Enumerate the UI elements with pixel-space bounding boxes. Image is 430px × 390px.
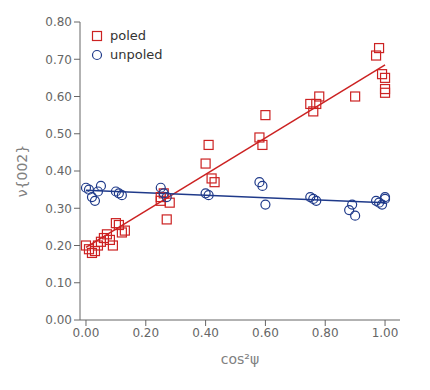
svg-text:1.00: 1.00: [372, 326, 399, 340]
html-text:poled: poled: [110, 28, 147, 43]
svg-text:0.60: 0.60: [252, 326, 279, 340]
svg-text:0.20: 0.20: [45, 239, 72, 253]
svg-text:0.00: 0.00: [73, 326, 100, 340]
svg-text:0.00: 0.00: [45, 313, 72, 327]
svg-text:0.20: 0.20: [132, 326, 159, 340]
svg-text:0.30: 0.30: [45, 202, 72, 216]
svg-text:cos²ψ: cos²ψ: [221, 351, 259, 367]
svg-text:0.50: 0.50: [45, 127, 72, 141]
svg-text:0.70: 0.70: [45, 53, 72, 67]
svg-text:0.60: 0.60: [45, 90, 72, 104]
html-text:unpoled: unpoled: [110, 47, 163, 62]
svg-text:0.80: 0.80: [312, 326, 339, 340]
svg-text:ν{002}: ν{002}: [14, 145, 30, 197]
svg-text:0.10: 0.10: [45, 276, 72, 290]
svg-text:0.40: 0.40: [45, 164, 72, 178]
svg-text:0.80: 0.80: [45, 15, 72, 29]
svg-text:0.40: 0.40: [192, 326, 219, 340]
